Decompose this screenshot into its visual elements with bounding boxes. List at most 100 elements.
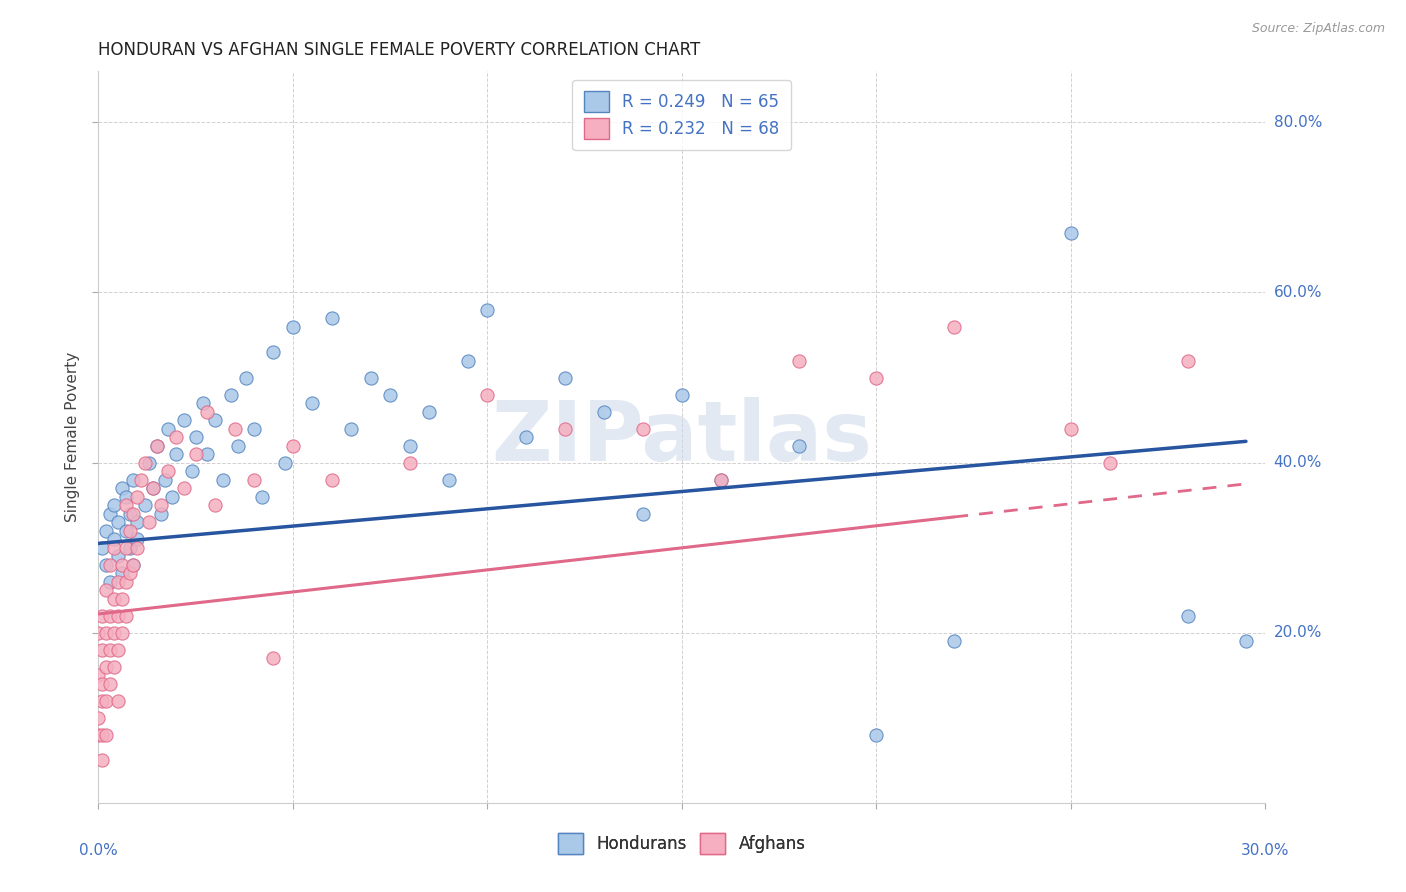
Point: [96, 625, 118, 640]
Point: [165, 430, 187, 444]
Point: [437, 473, 460, 487]
Point: [87, 728, 110, 742]
Y-axis label: Single Female Poverty: Single Female Poverty: [65, 352, 80, 522]
Point: [91, 541, 114, 555]
Point: [91, 694, 114, 708]
Point: [398, 439, 420, 453]
Point: [91, 642, 114, 657]
Point: [243, 473, 266, 487]
Point: [114, 541, 136, 555]
Point: [142, 481, 165, 495]
Point: [103, 532, 125, 546]
Point: [184, 430, 207, 444]
Point: [91, 677, 114, 691]
Point: [138, 515, 160, 529]
Point: [204, 413, 226, 427]
Point: [134, 498, 156, 512]
Point: [219, 387, 242, 401]
Point: [96, 524, 118, 538]
Point: [1060, 421, 1083, 435]
Point: [593, 404, 616, 418]
Point: [710, 473, 733, 487]
Point: [98, 574, 121, 589]
Point: [91, 608, 114, 623]
Point: [96, 694, 118, 708]
Point: [321, 473, 343, 487]
Point: [787, 439, 810, 453]
Text: 30.0%: 30.0%: [1241, 843, 1289, 858]
Point: [127, 532, 149, 546]
Point: [114, 490, 136, 504]
Point: [149, 498, 172, 512]
Point: [111, 566, 134, 581]
Point: [398, 456, 420, 470]
Text: Source: ZipAtlas.com: Source: ZipAtlas.com: [1251, 22, 1385, 36]
Point: [340, 421, 363, 435]
Text: 0.0%: 0.0%: [79, 843, 118, 858]
Point: [301, 396, 323, 410]
Point: [262, 651, 284, 665]
Point: [114, 574, 136, 589]
Point: [554, 370, 576, 384]
Point: [107, 642, 129, 657]
Point: [1234, 634, 1257, 648]
Point: [195, 404, 218, 418]
Point: [96, 728, 118, 742]
Point: [281, 319, 304, 334]
Text: 60.0%: 60.0%: [1274, 285, 1322, 300]
Point: [98, 507, 121, 521]
Point: [103, 625, 125, 640]
Point: [98, 642, 121, 657]
Point: [262, 345, 284, 359]
Point: [114, 524, 136, 538]
Point: [127, 490, 149, 504]
Point: [111, 481, 134, 495]
Text: HONDURAN VS AFGHAN SINGLE FEMALE POVERTY CORRELATION CHART: HONDURAN VS AFGHAN SINGLE FEMALE POVERTY…: [98, 41, 700, 59]
Point: [146, 439, 169, 453]
Point: [418, 404, 440, 418]
Point: [787, 353, 810, 368]
Point: [122, 558, 145, 572]
Point: [1177, 353, 1199, 368]
Point: [184, 447, 207, 461]
Point: [91, 753, 114, 767]
Point: [134, 456, 156, 470]
Point: [114, 498, 136, 512]
Point: [91, 728, 114, 742]
Point: [477, 387, 499, 401]
Point: [321, 311, 343, 326]
Point: [243, 421, 266, 435]
Point: [118, 524, 141, 538]
Point: [98, 677, 121, 691]
Text: 40.0%: 40.0%: [1274, 455, 1322, 470]
Point: [127, 541, 149, 555]
Point: [228, 439, 250, 453]
Point: [671, 387, 693, 401]
Point: [122, 473, 145, 487]
Legend: Hondurans, Afghans: Hondurans, Afghans: [551, 827, 813, 860]
Point: [193, 396, 215, 410]
Point: [96, 659, 118, 673]
Point: [96, 558, 118, 572]
Point: [195, 447, 218, 461]
Point: [180, 464, 202, 478]
Point: [87, 668, 110, 682]
Point: [515, 430, 537, 444]
Text: 80.0%: 80.0%: [1274, 115, 1322, 130]
Point: [127, 515, 149, 529]
Point: [111, 625, 134, 640]
Point: [204, 498, 226, 512]
Point: [943, 319, 966, 334]
Point: [103, 591, 125, 606]
Point: [477, 302, 499, 317]
Point: [360, 370, 382, 384]
Point: [173, 481, 195, 495]
Point: [107, 515, 129, 529]
Point: [224, 421, 246, 435]
Point: [631, 507, 654, 521]
Point: [157, 464, 180, 478]
Point: [457, 353, 479, 368]
Point: [118, 507, 141, 521]
Text: 20.0%: 20.0%: [1274, 625, 1322, 640]
Point: [87, 711, 110, 725]
